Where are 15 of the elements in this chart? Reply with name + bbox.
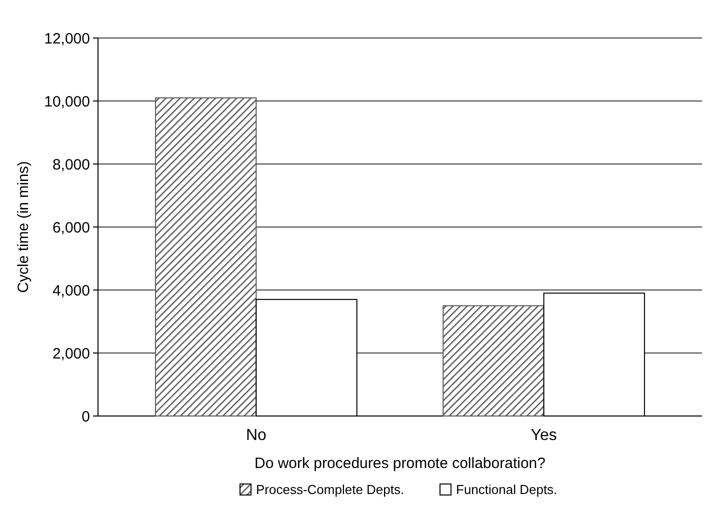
y-tick-label: 0 [82,408,90,426]
x-tick-label: No [246,427,267,444]
legend-label: Process-Complete Depts. [256,482,404,497]
y-tick-label: 10,000 [44,93,90,110]
y-tick-label: 8,000 [52,156,90,174]
x-axis-title: Do work procedures promote collaboration? [254,455,546,472]
legend-label: Functional Depts. [456,482,558,497]
y-axis-title: Cycle time (in mins) [15,161,32,293]
x-tick-label: Yes [530,427,557,444]
bar [442,305,544,416]
y-tick-label: 12,000 [44,30,90,48]
bar [155,97,257,416]
y-tick-label: 4,000 [52,282,90,300]
y-tick-label: 6,000 [52,219,90,236]
y-tick-label: 2,000 [52,345,90,362]
